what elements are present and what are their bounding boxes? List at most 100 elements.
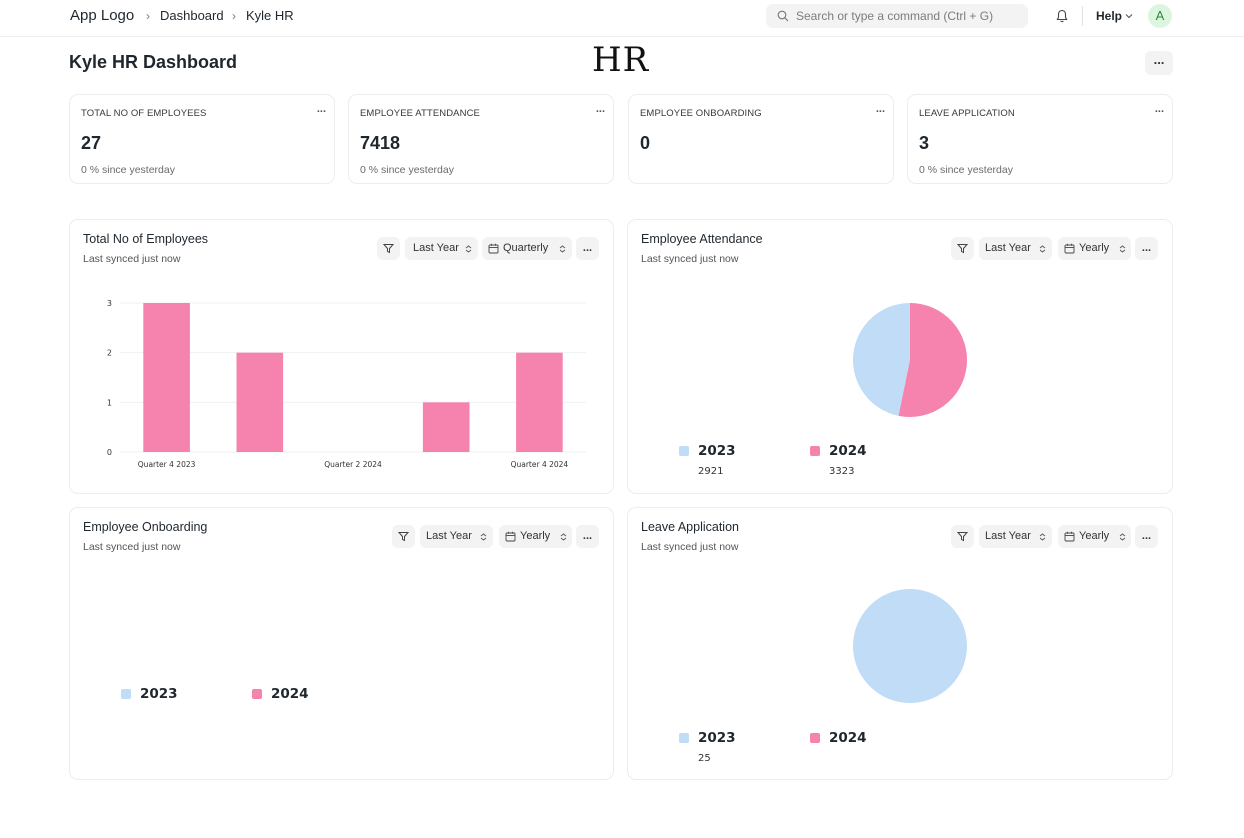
number-card-label: EMPLOYEE ONBOARDING — [640, 108, 762, 119]
filter-button[interactable] — [392, 525, 415, 548]
breadcrumb-separator: › — [146, 9, 150, 23]
interval-value: Yearly — [1079, 242, 1110, 254]
select-arrows-icon — [480, 533, 487, 541]
select-arrows-icon — [559, 245, 566, 253]
interval-select[interactable]: Yearly — [1058, 237, 1131, 260]
pie-chart-employee-attendance: 2023 2921 2024 3323 — [679, 303, 967, 477]
breadcrumb-dashboard[interactable]: Dashboard — [160, 8, 224, 23]
x-tick-label: Quarter 4 2023 — [138, 460, 196, 469]
pie-chart-leave-application: 2023 25 2024 — [679, 589, 967, 764]
chart-card-total-employees: Total No of Employees Last synced just n… — [69, 219, 614, 494]
date-range-value: Last Year — [985, 530, 1031, 542]
pie-slice-2023[interactable] — [852, 303, 910, 416]
interval-select[interactable]: Quarterly — [482, 237, 572, 260]
interval-value: Quarterly — [503, 242, 549, 254]
bar[interactable] — [516, 352, 563, 452]
top-navbar: App Logo › Dashboard › Kyle HR Help A — [0, 0, 1244, 37]
card-menu-button[interactable]: ... — [595, 103, 605, 115]
date-range-select[interactable]: Last Year — [420, 525, 493, 548]
search-bar[interactable] — [766, 4, 1028, 28]
date-range-value: Last Year — [413, 242, 459, 254]
hr-center-mark: HR — [592, 40, 650, 80]
bar[interactable] — [143, 303, 190, 452]
date-range-select[interactable]: Last Year — [979, 237, 1052, 260]
legend-label: 2024 — [271, 686, 309, 702]
card-menu-button[interactable]: ... — [875, 103, 885, 115]
navbar-divider — [1082, 6, 1083, 26]
select-arrows-icon — [560, 533, 567, 541]
chart-sync-status: Last synced just now — [641, 541, 739, 553]
filter-button[interactable] — [951, 525, 974, 548]
chart-menu-button[interactable]: ... — [576, 237, 599, 260]
date-range-select[interactable]: Last Year — [979, 525, 1052, 548]
card-menu-button[interactable]: ... — [1154, 103, 1164, 115]
filter-icon — [383, 244, 394, 254]
select-arrows-icon — [465, 245, 472, 253]
chart-title: Employee Attendance — [641, 232, 763, 246]
select-arrows-icon — [1039, 533, 1046, 541]
legend-swatch — [121, 689, 131, 699]
number-card-label: TOTAL NO OF EMPLOYEES — [81, 108, 207, 119]
user-avatar[interactable]: A — [1148, 4, 1172, 28]
select-arrows-icon — [1119, 245, 1126, 253]
interval-select[interactable]: Yearly — [499, 525, 572, 548]
chart-title: Leave Application — [641, 520, 739, 534]
chart-card-employee-onboarding: Employee Onboarding Last synced just now… — [69, 507, 614, 780]
chart-sync-status: Last synced just now — [83, 541, 181, 553]
number-card-label: EMPLOYEE ATTENDANCE — [360, 108, 480, 119]
legend-swatch — [810, 446, 820, 456]
date-range-select[interactable]: Last Year — [405, 237, 478, 260]
help-menu-button[interactable]: Help — [1096, 9, 1123, 23]
date-range-value: Last Year — [985, 242, 1031, 254]
chevron-down-icon[interactable] — [1124, 11, 1134, 21]
chart-title: Employee Onboarding — [83, 520, 208, 534]
pie-chart-employee-onboarding: 2023 2024 — [121, 686, 309, 702]
search-input[interactable] — [796, 4, 1022, 28]
legend-label: 2024 — [829, 443, 867, 459]
x-tick-label: Quarter 4 2024 — [511, 460, 569, 469]
calendar-icon — [505, 531, 516, 542]
page-menu-button[interactable]: ... — [1145, 51, 1173, 75]
search-icon — [777, 10, 789, 22]
chart-sync-status: Last synced just now — [83, 253, 181, 265]
number-card-leave-application: LEAVE APPLICATION ... 3 0 % since yester… — [907, 94, 1173, 184]
legend-label: 2023 — [698, 730, 736, 746]
chart-card-leave-application: Leave Application Last synced just now L… — [627, 507, 1173, 780]
date-range-value: Last Year — [426, 530, 472, 542]
y-tick-label: 1 — [107, 398, 112, 407]
chart-menu-button[interactable]: ... — [1135, 237, 1158, 260]
number-card-employee-attendance: EMPLOYEE ATTENDANCE ... 7418 0 % since y… — [348, 94, 614, 184]
select-arrows-icon — [1119, 533, 1126, 541]
legend-value: 25 — [698, 753, 711, 764]
interval-value: Yearly — [520, 530, 551, 542]
notification-bell-icon[interactable] — [1054, 8, 1070, 24]
breadcrumb-kyle-hr[interactable]: Kyle HR — [246, 8, 294, 23]
legend-swatch — [679, 446, 689, 456]
y-tick-label: 3 — [107, 299, 112, 308]
number-card-change: 0 % since yesterday — [360, 164, 454, 176]
number-card-total-employees: TOTAL NO OF EMPLOYEES ... 27 0 % since y… — [69, 94, 335, 184]
x-tick-label: Quarter 2 2024 — [324, 460, 382, 469]
app-logo[interactable]: App Logo — [70, 7, 135, 24]
number-card-value: 0 — [640, 133, 651, 153]
number-card-value: 7418 — [360, 133, 401, 153]
bar[interactable] — [422, 402, 470, 452]
pie-slice-2024[interactable] — [898, 303, 967, 417]
number-card-value: 27 — [81, 133, 102, 153]
interval-select[interactable]: Yearly — [1058, 525, 1131, 548]
filter-icon — [398, 532, 409, 542]
chart-menu-button[interactable]: ... — [1135, 525, 1158, 548]
page-title: Kyle HR Dashboard — [69, 52, 238, 72]
chart-sync-status: Last synced just now — [641, 253, 739, 265]
number-card-change: 0 % since yesterday — [919, 164, 1013, 176]
bar[interactable] — [236, 352, 284, 452]
card-menu-button[interactable]: ... — [316, 103, 326, 115]
filter-button[interactable] — [377, 237, 400, 260]
filter-button[interactable] — [951, 237, 974, 260]
select-arrows-icon — [1039, 245, 1046, 253]
number-card-change: 0 % since yesterday — [81, 164, 175, 176]
pie-slice-2023[interactable] — [853, 589, 967, 703]
chart-menu-button[interactable]: ... — [576, 525, 599, 548]
calendar-icon — [1064, 243, 1075, 254]
legend-swatch — [679, 733, 689, 743]
